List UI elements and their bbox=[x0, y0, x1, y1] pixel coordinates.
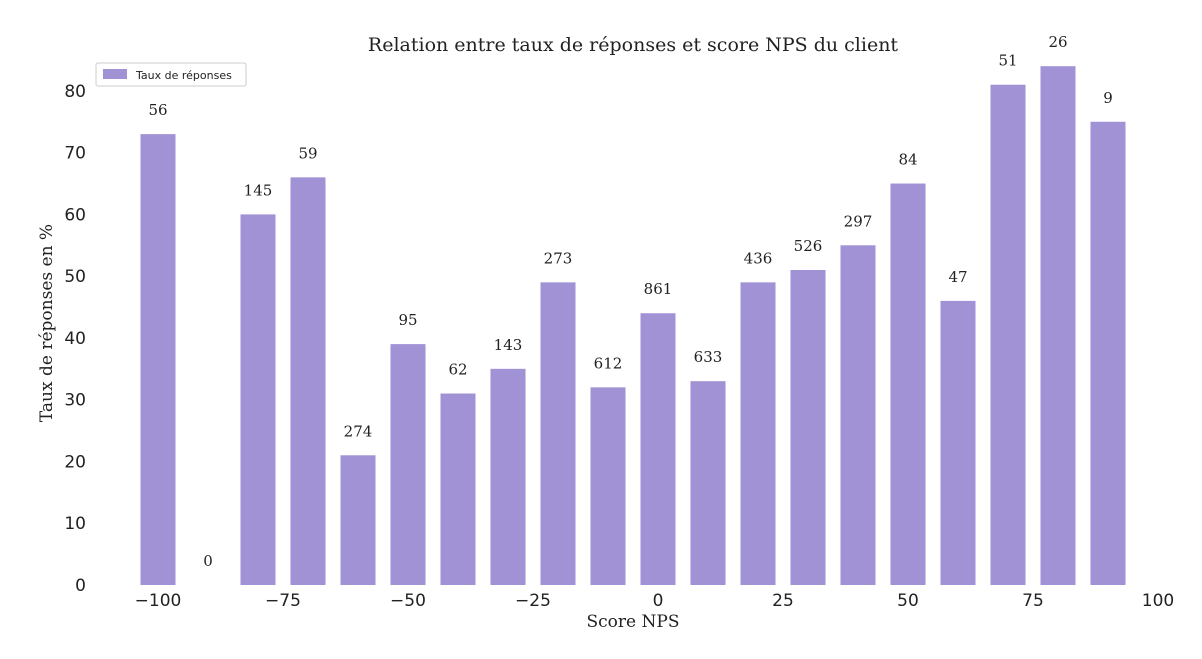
legend-label: Taux de réponses bbox=[135, 69, 232, 82]
bar bbox=[690, 381, 726, 585]
bar-count-label: 51 bbox=[998, 52, 1017, 70]
bar bbox=[490, 368, 526, 585]
bar-count-label: 26 bbox=[1048, 33, 1067, 51]
bar-count-label: 861 bbox=[644, 280, 673, 298]
y-axis-label: Taux de réponses en % bbox=[37, 224, 57, 422]
x-tick-label: −75 bbox=[265, 591, 301, 611]
bar bbox=[1090, 121, 1126, 585]
y-tick-label: 60 bbox=[64, 205, 86, 225]
bar bbox=[290, 177, 326, 585]
x-tick-label: 75 bbox=[1022, 591, 1044, 611]
bar bbox=[590, 387, 626, 585]
bar-count-label: 273 bbox=[544, 249, 573, 267]
x-tick-label: −100 bbox=[135, 591, 182, 611]
bar bbox=[540, 282, 576, 585]
bar bbox=[940, 300, 976, 585]
bar-count-label: 612 bbox=[594, 354, 623, 372]
bar-labels: 56 0 145 59 274 95 62 143 273 612 861 633 436 526 297 8… bbox=[148, 33, 1112, 570]
y-tick-label: 0 bbox=[75, 576, 86, 596]
x-tick-label: 50 bbox=[897, 591, 919, 611]
bar bbox=[990, 84, 1026, 586]
bar-count-label: 526 bbox=[794, 237, 823, 255]
bar-count-label: 9 bbox=[1103, 89, 1113, 107]
y-tick-label: 30 bbox=[64, 391, 86, 411]
bars bbox=[140, 66, 1126, 586]
bar-count-label: 436 bbox=[744, 249, 773, 267]
x-tick-label: 100 bbox=[1142, 591, 1174, 611]
y-tick-label: 70 bbox=[64, 144, 86, 164]
chart-title: Relation entre taux de réponses et score… bbox=[368, 34, 899, 56]
bar bbox=[840, 245, 876, 586]
legend: Taux de réponses bbox=[95, 62, 247, 87]
bar-count-label: 56 bbox=[148, 101, 167, 119]
x-tick-label: −50 bbox=[390, 591, 426, 611]
bar-count-label: 143 bbox=[494, 336, 523, 354]
bar bbox=[1040, 66, 1076, 586]
bar bbox=[340, 455, 376, 585]
bar-count-label: 274 bbox=[344, 422, 373, 440]
bar-count-label: 633 bbox=[694, 348, 723, 366]
y-tick-label: 20 bbox=[64, 452, 86, 472]
y-tick-label: 50 bbox=[64, 267, 86, 287]
x-tick-label: −25 bbox=[515, 591, 551, 611]
bar bbox=[740, 282, 776, 585]
bar bbox=[440, 393, 476, 585]
bar bbox=[890, 183, 926, 585]
bar-count-label: 62 bbox=[448, 361, 467, 379]
y-axis-ticks: 0 10 20 30 40 50 60 70 80 bbox=[64, 82, 86, 596]
bar bbox=[390, 344, 426, 585]
x-axis-ticks: −100 −75 −50 −25 0 25 50 75 100 bbox=[135, 591, 1175, 611]
x-axis-label: Score NPS bbox=[587, 612, 680, 632]
bar-count-label: 59 bbox=[298, 144, 317, 162]
bar-count-label: 297 bbox=[844, 212, 873, 230]
legend-box bbox=[95, 62, 247, 87]
bar bbox=[790, 270, 826, 585]
x-tick-label: 25 bbox=[772, 591, 794, 611]
bar-count-label: 0 bbox=[203, 552, 213, 570]
x-tick-label: 0 bbox=[653, 591, 664, 611]
y-tick-label: 10 bbox=[64, 514, 86, 534]
bar-count-label: 84 bbox=[898, 151, 917, 169]
bar bbox=[640, 313, 676, 585]
bar-count-label: 95 bbox=[398, 311, 417, 329]
y-tick-label: 40 bbox=[64, 329, 86, 349]
bar bbox=[140, 134, 176, 585]
y-tick-label: 80 bbox=[64, 82, 86, 102]
legend-swatch bbox=[103, 69, 127, 79]
bar-count-label: 145 bbox=[244, 181, 273, 199]
bar-count-label: 47 bbox=[948, 268, 967, 286]
bar bbox=[240, 214, 276, 585]
